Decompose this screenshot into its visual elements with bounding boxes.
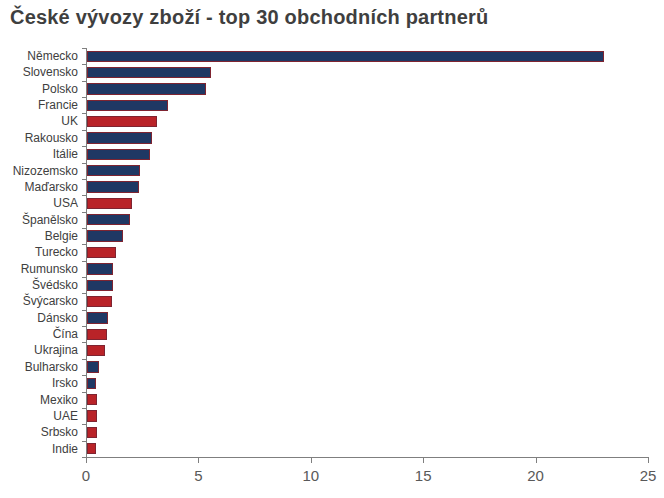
y-axis-tick [82, 212, 86, 213]
y-axis-tick [82, 146, 86, 147]
x-axis-tick-label: 15 [415, 467, 432, 484]
bar [87, 83, 206, 94]
bar [87, 149, 150, 160]
y-axis-tick [82, 441, 86, 442]
bar [87, 263, 113, 274]
bar [87, 247, 116, 258]
category-label: Rumunsko [0, 261, 78, 277]
y-axis-tick [82, 228, 86, 229]
category-label: UK [0, 113, 78, 129]
bar [87, 67, 211, 78]
category-label: Čína [0, 326, 78, 342]
y-axis-tick [82, 408, 86, 409]
category-label: Francie [0, 97, 78, 113]
y-axis-tick [82, 326, 86, 327]
x-axis-tick-label: 0 [82, 467, 90, 484]
bar [87, 394, 97, 405]
x-axis-tick [648, 458, 649, 463]
y-axis-tick [82, 179, 86, 180]
y-axis-tick [82, 342, 86, 343]
bar [87, 280, 113, 291]
category-label: Bulharsko [0, 359, 78, 375]
y-axis-tick [82, 310, 86, 311]
bar [87, 296, 112, 307]
y-axis-tick [82, 375, 86, 376]
category-label: Španělsko [0, 212, 78, 228]
category-label: UAE [0, 408, 78, 424]
bar [87, 361, 99, 372]
x-axis-tick [311, 458, 312, 463]
bar [87, 165, 140, 176]
x-axis-tick-label: 10 [302, 467, 319, 484]
bar [87, 443, 96, 454]
y-axis-tick [82, 48, 86, 49]
y-axis-tick [82, 244, 86, 245]
category-label: Německo [0, 48, 78, 64]
bar [87, 51, 604, 62]
bar [87, 410, 97, 421]
y-axis-tick [82, 195, 86, 196]
y-axis-tick [82, 293, 86, 294]
category-label: Švýcarsko [0, 293, 78, 309]
category-label: Ukrajina [0, 342, 78, 358]
y-axis-tick [82, 163, 86, 164]
category-label: Mexiko [0, 392, 78, 408]
bar [87, 427, 97, 438]
plot-area: NěmeckoSlovenskoPolskoFrancieUKRakouskoI… [0, 0, 664, 498]
category-label: Belgie [0, 228, 78, 244]
category-label: Rakousko [0, 130, 78, 146]
y-axis-tick [82, 97, 86, 98]
y-axis-tick [82, 130, 86, 131]
category-label: Dánsko [0, 310, 78, 326]
x-axis-line [86, 457, 649, 458]
bar [87, 230, 123, 241]
x-axis-tick [423, 458, 424, 463]
x-axis-tick [198, 458, 199, 463]
bar [87, 329, 107, 340]
y-axis-tick [82, 392, 86, 393]
bar [87, 100, 168, 111]
y-axis-tick [82, 277, 86, 278]
category-label: Irsko [0, 375, 78, 391]
y-axis-tick [82, 64, 86, 65]
bar [87, 181, 139, 192]
chart-canvas: České vývozy zboží - top 30 obchodních p… [0, 0, 664, 498]
category-label: Nizozemsko [0, 163, 78, 179]
y-axis-tick [82, 359, 86, 360]
bar [87, 312, 108, 323]
bar [87, 116, 157, 127]
x-axis-tick [536, 458, 537, 463]
category-label: USA [0, 195, 78, 211]
bar [87, 132, 152, 143]
bar [87, 214, 130, 225]
category-label: Maďarsko [0, 179, 78, 195]
category-label: Polsko [0, 81, 78, 97]
bar [87, 345, 105, 356]
bar [87, 198, 132, 209]
x-axis-tick-label: 5 [194, 467, 202, 484]
y-axis-tick [82, 113, 86, 114]
category-label: Indie [0, 441, 78, 457]
category-label: Srbsko [0, 424, 78, 440]
category-label: Švédsko [0, 277, 78, 293]
bar [87, 378, 96, 389]
y-axis-tick [82, 261, 86, 262]
x-axis-tick-label: 20 [527, 467, 544, 484]
x-axis-tick-label: 25 [640, 467, 657, 484]
category-label: Itálie [0, 146, 78, 162]
category-label: Slovensko [0, 64, 78, 80]
category-label: Turecko [0, 244, 78, 260]
x-axis-tick [86, 458, 87, 463]
y-axis-tick [82, 81, 86, 82]
y-axis-tick [82, 424, 86, 425]
